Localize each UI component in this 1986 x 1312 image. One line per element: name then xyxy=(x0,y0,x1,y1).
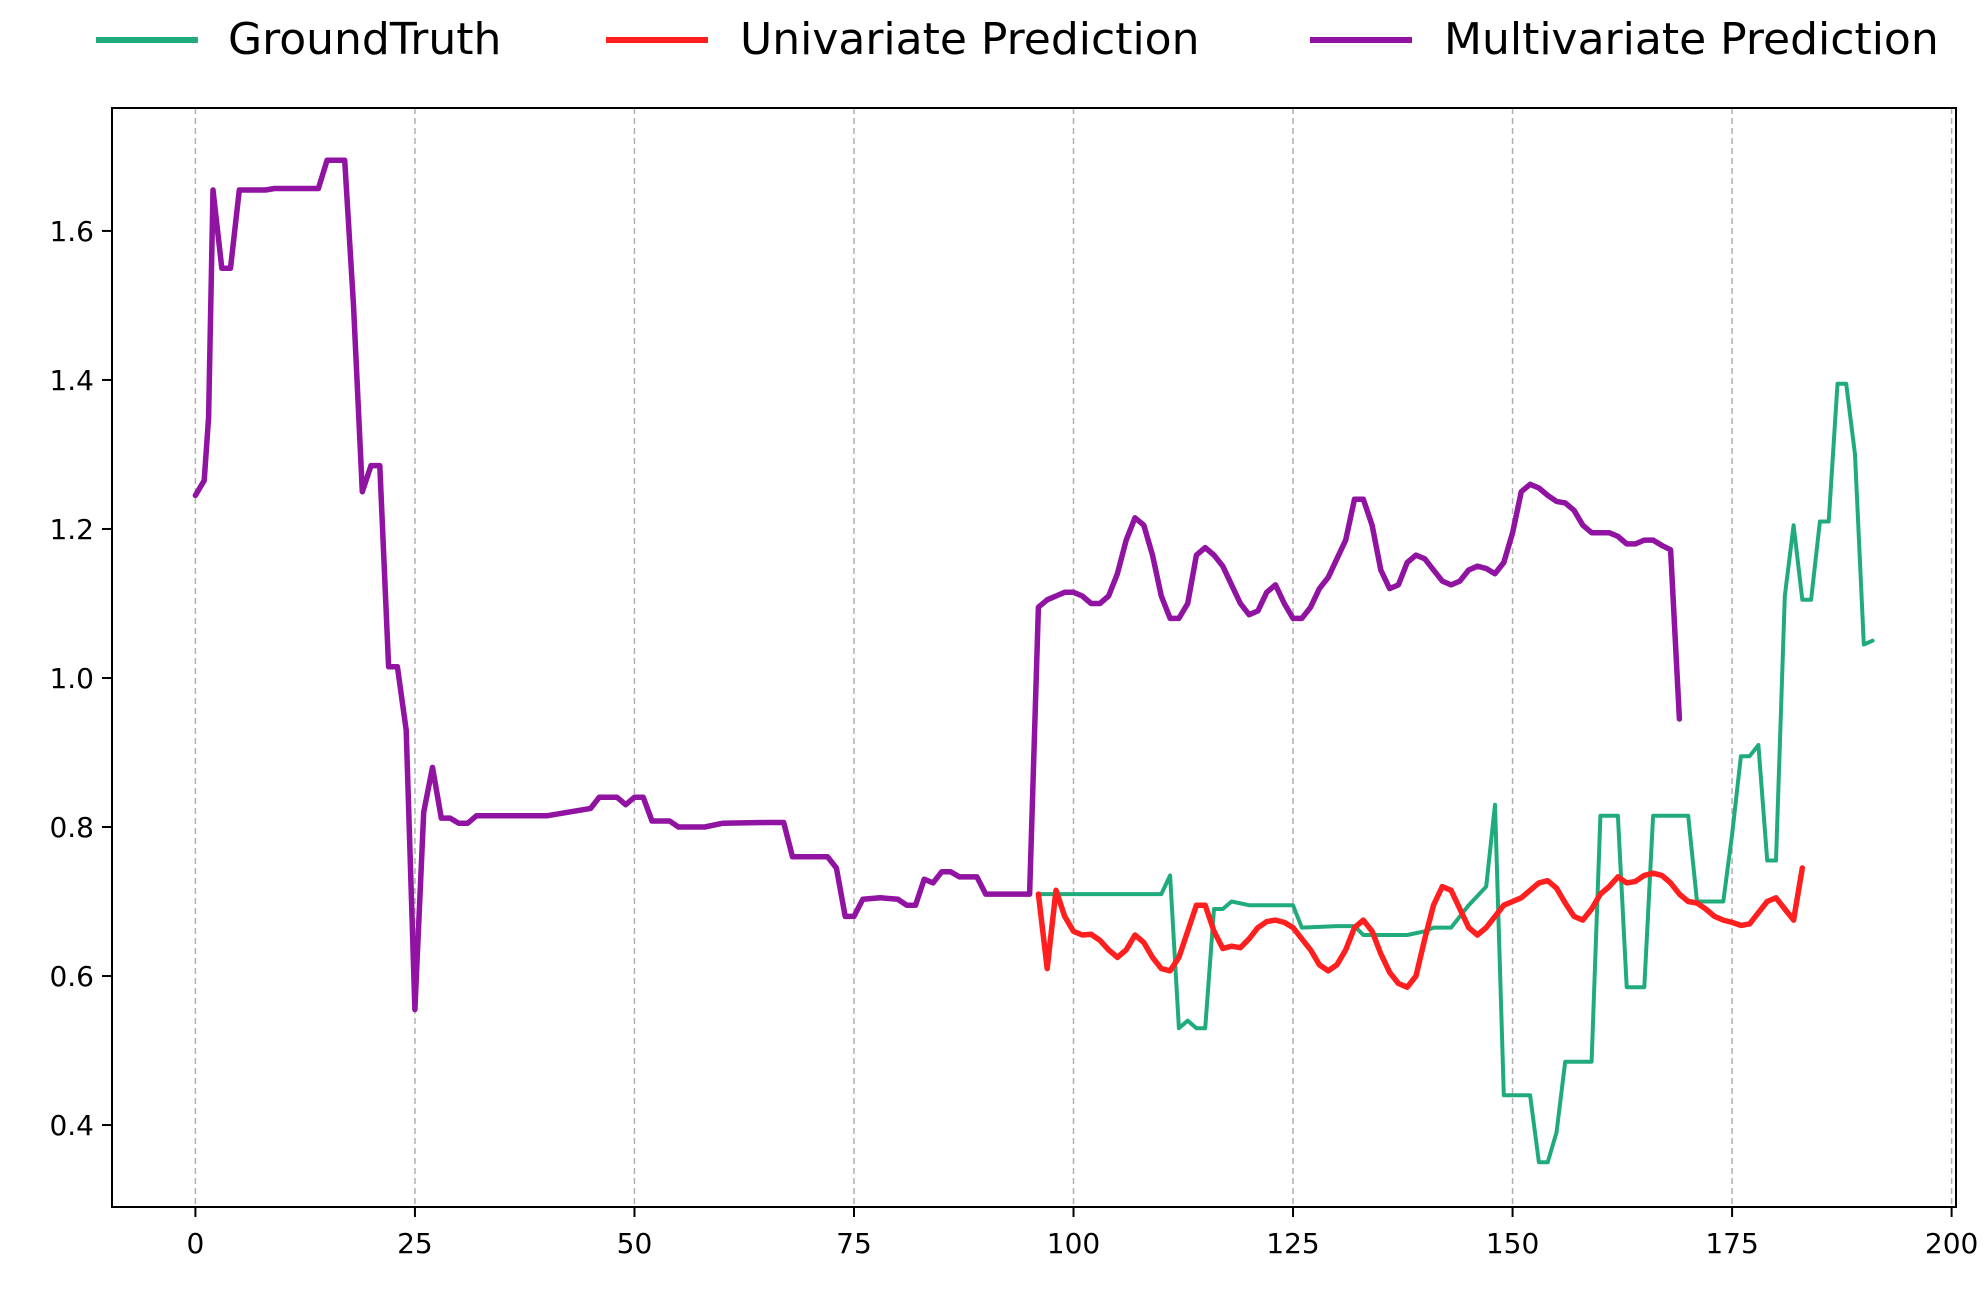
x-tick-label: 100 xyxy=(1047,1227,1100,1260)
y-tick-label: 1.6 xyxy=(49,215,94,248)
x-tick-label: 175 xyxy=(1705,1227,1758,1260)
y-axis: 0.4 0.6 0.8 1.0 1.2 1.4 1.6 xyxy=(49,215,112,1142)
plot-frame xyxy=(111,107,1957,1208)
legend-label: Multivariate Prediction xyxy=(1444,14,1939,65)
series-line-multivariate-prediction xyxy=(192,157,1683,1013)
y-tick-label: 0.8 xyxy=(49,811,94,844)
series-lines xyxy=(192,157,1875,1165)
y-tick-label: 1.2 xyxy=(49,513,94,546)
y-tick-label: 0.4 xyxy=(49,1109,94,1142)
x-axis: 0 25 50 75 100 125 150 175 200 xyxy=(187,1207,1978,1260)
x-tick-label: 125 xyxy=(1266,1227,1319,1260)
legend-label: Univariate Prediction xyxy=(740,14,1200,65)
y-tick-label: 1.0 xyxy=(49,662,94,695)
series-line-univariate-prediction xyxy=(1035,865,1806,990)
series-line-groundtruth xyxy=(1036,381,1875,1165)
x-tick-label: 150 xyxy=(1486,1227,1539,1260)
x-tick-label: 25 xyxy=(397,1227,433,1260)
x-tick-label: 75 xyxy=(836,1227,872,1260)
grid-lines xyxy=(194,108,1953,1207)
y-tick-label: 1.4 xyxy=(49,364,94,397)
x-tick-label: 50 xyxy=(617,1227,653,1260)
y-tick-label: 0.6 xyxy=(49,960,94,993)
x-tick-label: 200 xyxy=(1925,1227,1978,1260)
legend: GroundTruth Univariate Prediction Multivar… xyxy=(96,14,1939,65)
legend-label: GroundTruth xyxy=(228,14,501,65)
x-tick-label: 0 xyxy=(187,1227,205,1260)
